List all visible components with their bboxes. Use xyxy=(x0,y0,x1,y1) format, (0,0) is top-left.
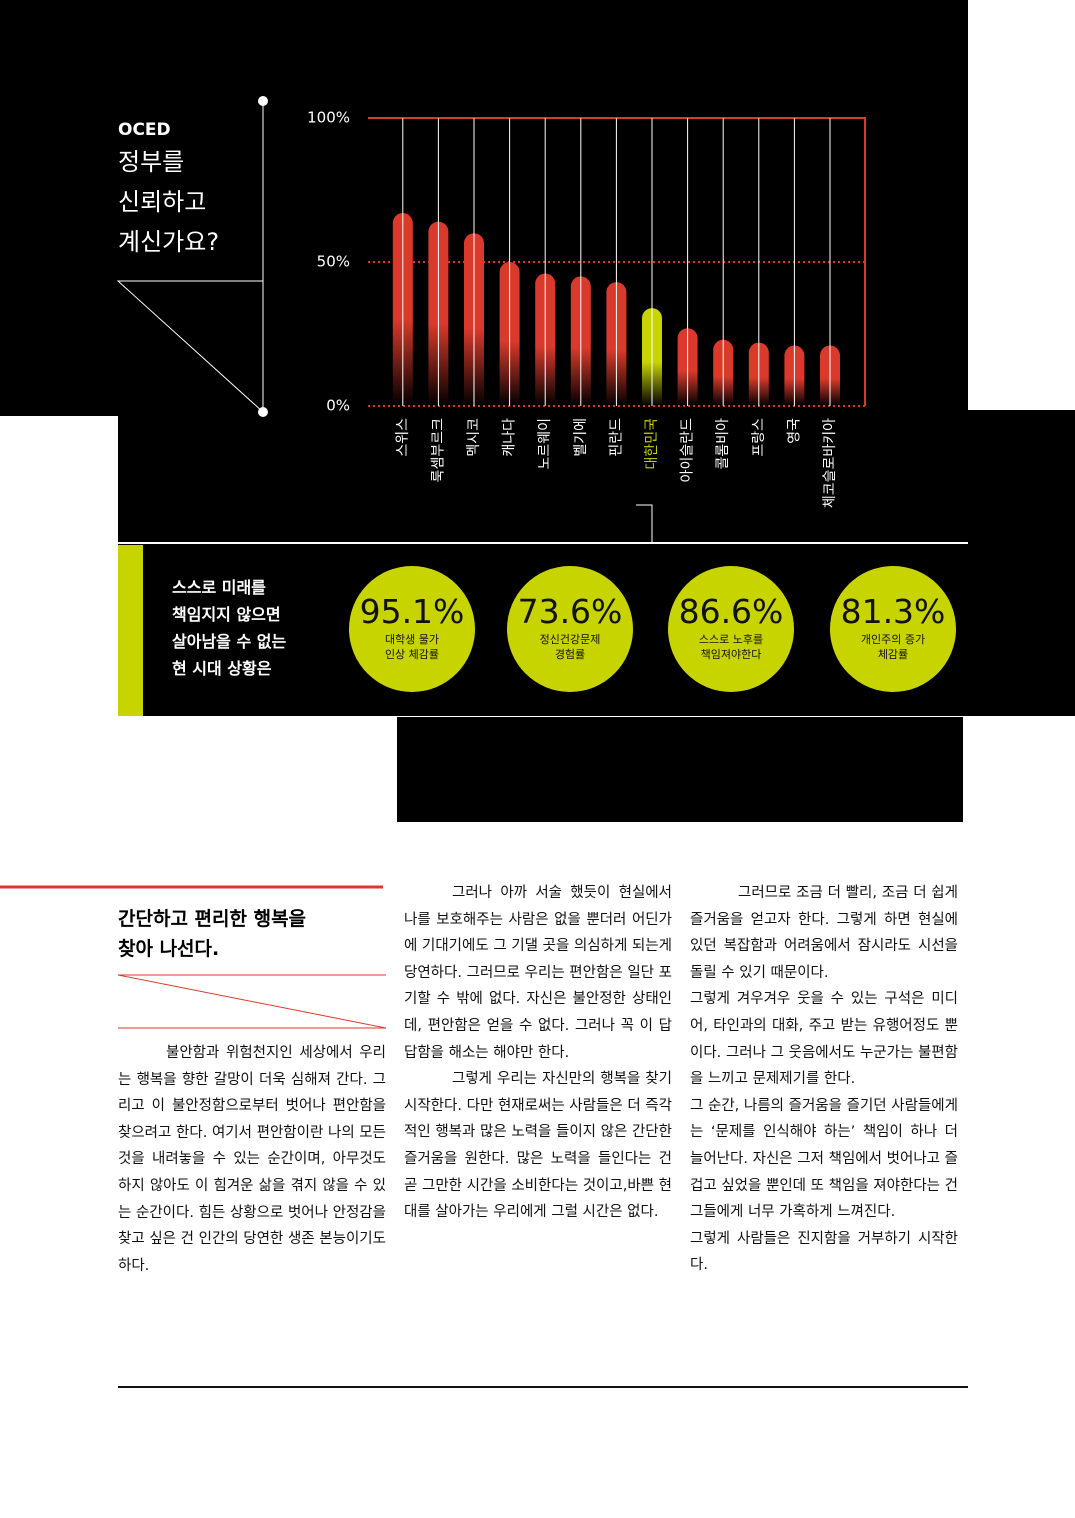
accent-bar xyxy=(118,545,143,716)
stat-figure: 95.1% xyxy=(359,592,465,631)
y-tick-label: 100% xyxy=(307,109,350,127)
x-tick-label: 콜롬비아 xyxy=(715,418,731,470)
chart-title: OCED xyxy=(118,120,171,140)
stat-circle: 73.6% 정신건강문제 경험률 xyxy=(507,566,633,692)
stats-intro: 스스로 미래를 책임지지 않으면 살아남을 수 없는 현 시대 상황은 xyxy=(172,578,287,678)
article-heading: 간단하고 편리한 행복을 찾아 나선다. xyxy=(118,908,307,960)
x-tick-label: 핀란드 xyxy=(608,418,624,457)
stat-circle: 86.6% 스스로 노후를 책임져야한다 xyxy=(668,566,794,692)
x-tick-label: 대한민국 xyxy=(644,418,660,470)
paragraph: 그렇게 겨우겨우 웃을 수 있는 구석은 미디어, 타인과의 대화, 주고 받는… xyxy=(690,991,958,1088)
chart-subtitle: 정부를 신뢰하고 계신가요? xyxy=(118,148,219,256)
paragraph: 그렇게 우리는 자신만의 행복을 찾기 시작한다. 다만 현재로써는 사람들은 … xyxy=(404,1071,672,1221)
chart: OCED 정부를 신뢰하고 계신가요? 0% 50% 100% 스위스 룩셈부르크 멕시코 캐나… xyxy=(116,96,968,544)
stat-circle: 95.1% 대학생 물가 인상 체감률 xyxy=(349,566,475,692)
stat-figure: 73.6% xyxy=(517,592,623,631)
paragraph: 그러므로 조금 더 빨리, 조금 더 쉽게 즐거움을 얻고자 한다. 그렇게 하… xyxy=(690,885,958,981)
stat-figure: 81.3% xyxy=(840,592,946,631)
x-tick-label: 스위스 xyxy=(395,418,411,457)
x-tick-label: 영국 xyxy=(786,418,802,444)
paragraph: 불안함과 위험천지인 세상에서 우리는 행복을 향한 갈망이 더욱 심해져 간다… xyxy=(118,1045,386,1274)
x-tick-label: 프랑스 xyxy=(751,418,767,457)
column: 그러나 아까 서술 했듯이 현실에서 나를 보호해주는 사람은 없을 뿐더러 어… xyxy=(404,880,672,1226)
x-tick-label: 룩셈부르크 xyxy=(430,418,446,483)
x-tick-label: 아이슬란드 xyxy=(680,418,696,483)
rule xyxy=(117,974,387,1029)
stat-caption: 개인주의 증가 체감률 xyxy=(860,633,926,661)
bg-block xyxy=(397,716,964,822)
y-tick-label: 50% xyxy=(317,253,350,271)
x-tick-label: 벨기에 xyxy=(573,418,589,457)
highlight-pointer xyxy=(636,504,653,543)
stat-figure: 86.6% xyxy=(678,592,784,631)
x-tick-label: 멕시코 xyxy=(466,418,482,457)
bottom-rule xyxy=(118,1386,968,1388)
x-tick-label: 캐나다 xyxy=(502,418,518,457)
heading-deco xyxy=(0,885,387,1029)
stat-caption: 스스로 노후를 책임져야한다 xyxy=(698,633,764,661)
stat-circle: 81.3% 개인주의 증가 체감률 xyxy=(830,566,956,692)
paragraph: 그렇게 사람들은 진지함을 거부하기 시작한다. xyxy=(690,1230,958,1274)
x-tick-label: 노르웨이 xyxy=(537,418,553,470)
stat-caption: 정신건강문제 경험률 xyxy=(539,633,601,661)
x-tick-label: 체코슬로바키아 xyxy=(822,418,838,508)
column: 불안함과 위험천지인 세상에서 우리는 행복을 향한 갈망이 더욱 심해져 간다… xyxy=(118,1040,386,1279)
paragraph: 그 순간, 나름의 즐거움을 즐기던 사람들에게는 ‘문제를 인식해야 하는’ … xyxy=(690,1097,958,1221)
stat-caption: 대학생 물가 인상 체감률 xyxy=(384,633,440,661)
y-tick-label: 0% xyxy=(326,397,350,415)
column: 그러므로 조금 더 빨리, 조금 더 쉽게 즐거움을 얻고자 한다. 그렇게 하… xyxy=(690,880,958,1279)
paragraph: 그러나 아까 서술 했듯이 현실에서 나를 보호해주는 사람은 없을 뿐더러 어… xyxy=(404,885,672,1061)
deco-dot xyxy=(258,96,268,106)
deco-line xyxy=(116,280,264,413)
